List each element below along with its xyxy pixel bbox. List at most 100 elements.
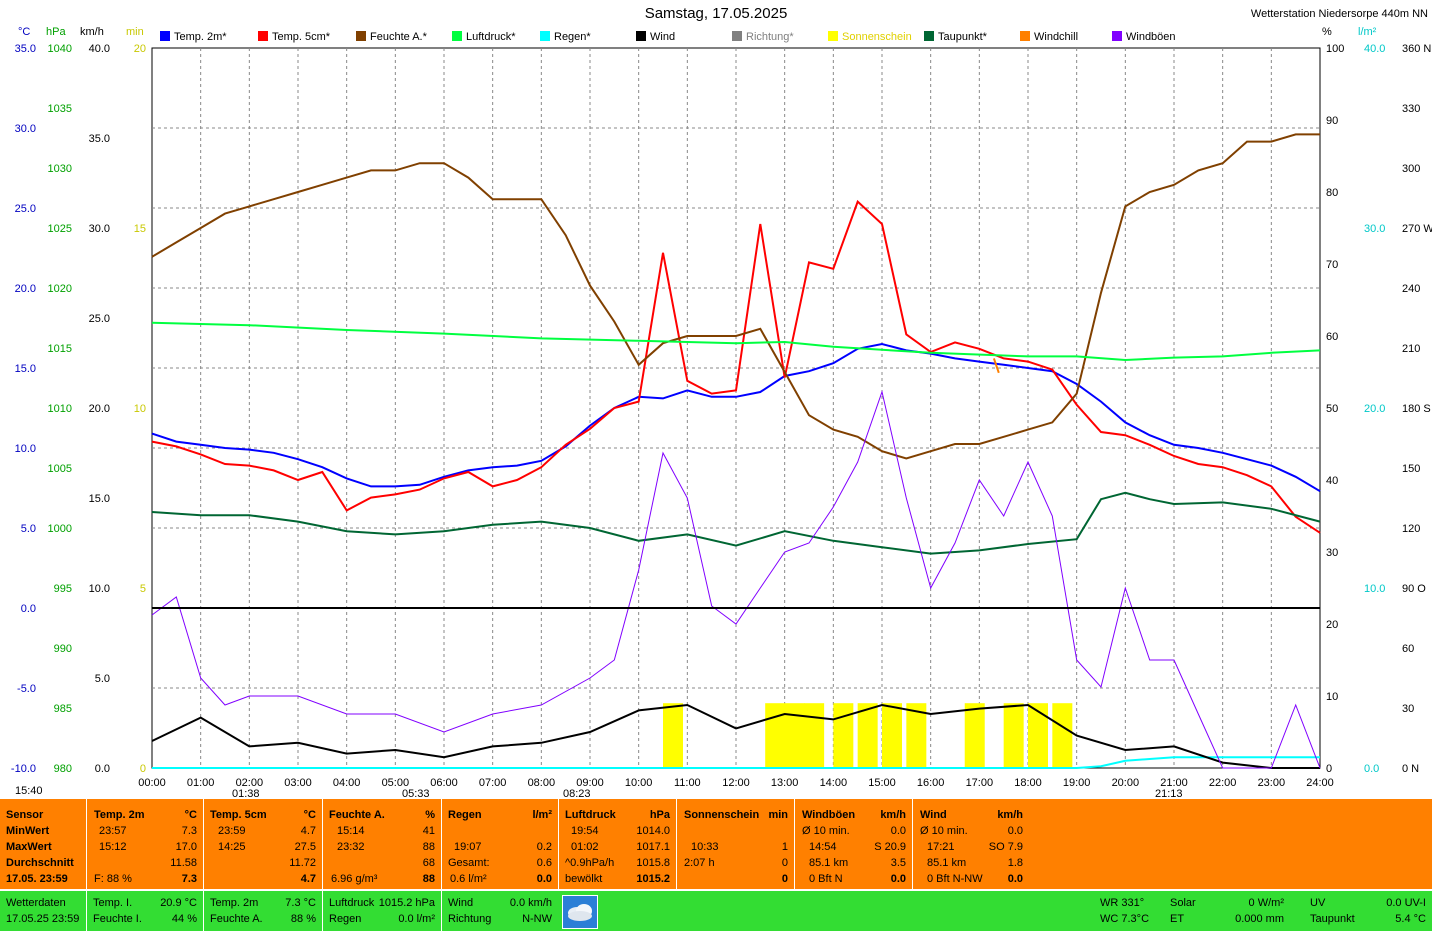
direction-axis-tick: 210: [1402, 343, 1420, 355]
sun-axis-tick: 20: [134, 43, 146, 55]
bottom-title: Wetterdaten: [6, 897, 66, 909]
bottom-outdoor-col: Temp. 2m 7.3 °C Feuchte A. 88 %: [204, 891, 323, 931]
feuchte-avg: 68: [422, 857, 435, 869]
legend-item: Temp. 2m*: [160, 31, 227, 43]
legend-item: Sonnenschein: [828, 31, 912, 43]
unit-temp: °C: [18, 26, 31, 38]
wind-axis-tick: 40.0: [89, 43, 110, 55]
x-tick-label: 02:00: [236, 777, 264, 789]
rain-axis-tick: 30.0: [1364, 223, 1385, 235]
row-max-label: MaxWert: [6, 841, 52, 853]
sunshine-bar: [663, 703, 683, 768]
bottom-stamp-col: Wetterdaten 17.05.25 23:59: [0, 891, 87, 931]
sunshine-bar: [1003, 703, 1024, 768]
et-value: 0.000 mm: [1235, 913, 1284, 925]
luftdruck-value: 1015.2 hPa: [378, 897, 435, 909]
wind-axis-tick: 20.0: [89, 403, 110, 415]
legend-swatch: [828, 31, 838, 41]
sunshine-bar: [765, 703, 786, 768]
luftdruck-unit: hPa: [649, 809, 670, 821]
temp5cm-current: 4.7: [300, 873, 316, 885]
direction-axis-tick: 300: [1402, 163, 1420, 175]
regen-header: Regen: [448, 809, 482, 821]
temp-axis-tick: 5.0: [21, 523, 36, 535]
sunshine-bar: [906, 703, 927, 768]
regen-label: Regen: [329, 913, 362, 925]
weather-chart: 00:00 01:00 02:00 03:00 04:00 05:00 06:00 07:00…: [11, 43, 1432, 798]
legend-item: Temp. 5cm*: [258, 31, 330, 43]
sunshine-bar: [1052, 703, 1073, 768]
pressure-axis-tick: 1040: [48, 43, 72, 55]
temp-axis-tick: -5.0: [17, 683, 36, 695]
temp5cm-unit: °C: [303, 809, 316, 821]
legend-label: Windböen: [1126, 31, 1176, 43]
x-tick-label: 11:00: [674, 777, 701, 789]
wc-value: WC 7.3°C: [1100, 913, 1150, 925]
feuchte-unit: %: [425, 809, 435, 821]
luftdruck-avg: 1015.8: [636, 857, 670, 869]
wind-current: 0.0: [1007, 873, 1023, 885]
humidity-axis-tick: 20: [1326, 619, 1338, 631]
sonne-duration: 2:07 h: [684, 857, 715, 869]
legend-swatch: [636, 31, 646, 41]
temp5cm-max-time: 14:25: [218, 841, 246, 853]
wind-axis-tick: 35.0: [89, 133, 110, 145]
stats-temp5cm-col: Temp. 5cm °C 23:59 4.7 14:25 27.5 11.72 …: [204, 799, 323, 889]
x-tick-label: 18:00: [1014, 777, 1042, 789]
x-tick-label: 12:00: [722, 777, 750, 789]
wind-axis-tick: 0.0: [95, 763, 110, 775]
pressure-axis-tick: 1005: [48, 463, 72, 475]
regen-current: 0.0: [536, 873, 552, 885]
bottom-timestamp: 17.05.25 23:59: [6, 913, 80, 925]
pressure-axis-tick: 1010: [48, 403, 72, 415]
pressure-axis-tick: 995: [54, 583, 72, 595]
sonne-unit: min: [768, 809, 788, 821]
legend-label: Regen*: [554, 31, 591, 43]
wind-max-time: 17:21: [927, 841, 955, 853]
station-name: Wetterstation Niedersorpe 440m NN: [1250, 8, 1428, 20]
temp5cm-max-value: 27.5: [294, 841, 316, 853]
legend-label: Feuchte A.*: [370, 31, 427, 43]
wind-avg10-label: Ø 10 min.: [920, 825, 968, 837]
temp-i-label: Temp. I.: [93, 897, 133, 909]
humidity-axis-tick: 10: [1326, 691, 1338, 703]
legend-item: Wind: [636, 31, 675, 43]
direction-axis-tick: 150: [1402, 463, 1420, 475]
boeen-current: 0.0: [890, 873, 906, 885]
sunshine-bar: [804, 703, 825, 768]
boeen-unit: km/h: [880, 809, 906, 821]
x-tick-label: 23:00: [1258, 777, 1286, 789]
humidity-axis-tick: 100: [1326, 43, 1344, 55]
solar-value: 0 W/m²: [1248, 897, 1284, 909]
humidity-axis-tick: 40: [1326, 475, 1338, 487]
series-line: [992, 358, 1000, 374]
solar-label: Solar: [1170, 897, 1196, 909]
stats-panel: Sensor MinWert MaxWert Durchschnitt 17.0…: [0, 798, 1432, 889]
legend-item: Feuchte A.*: [356, 31, 427, 43]
stats-wind-col: Wind km/h Ø 10 min. 0.0 17:21 SO 7.9 85.…: [913, 799, 1029, 889]
stats-temp2m-col: Temp. 2m °C 23:57 7.3 15:12 17.0 11.58 F…: [87, 799, 204, 889]
uv-value: 0.0 UV-I: [1386, 897, 1426, 909]
legend-label: Temp. 5cm*: [272, 31, 331, 43]
feuchte-max-value: 88: [422, 841, 435, 853]
x-tick-label: 19:00: [1063, 777, 1091, 789]
pressure-axis-tick: 1025: [48, 223, 72, 235]
row-current-label: 17.05. 23:59: [6, 873, 68, 885]
temp-i-value: 20.9 °C: [160, 897, 197, 909]
temp-axis-tick: 15.0: [15, 363, 36, 375]
humidity-axis-tick: 70: [1326, 259, 1338, 271]
temp-axis-tick: 0.0: [21, 603, 36, 615]
luftdruck-max-time: 01:02: [571, 841, 599, 853]
legend-item: Taupunkt*: [924, 31, 987, 43]
direction-axis-tick: 30: [1402, 703, 1414, 715]
rain-axis-tick: 10.0: [1364, 583, 1385, 595]
legend-swatch: [1020, 31, 1030, 41]
sun-marker-label: 01:38: [232, 788, 260, 798]
pressure-axis-tick: 990: [54, 643, 72, 655]
stats-feuchte-col: Feuchte A. % 15:14 41 23:32 88 68 6.96 g…: [323, 799, 442, 889]
wind-header: Wind: [920, 809, 947, 821]
sun-axis-tick: 15: [134, 223, 146, 235]
taupunkt-value: 5.4 °C: [1395, 913, 1426, 925]
regen-unit: l/m²: [532, 809, 552, 821]
sun-axis-tick: 5: [140, 583, 146, 595]
